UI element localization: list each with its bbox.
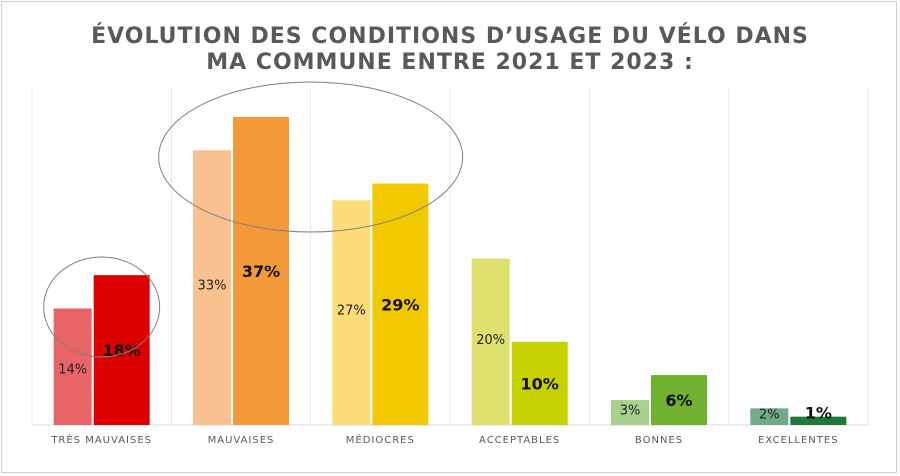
- data-label-2023: 1%: [805, 404, 832, 423]
- category-label: ACCEPTABLES: [479, 435, 560, 446]
- category-label: MAUVAISES: [208, 435, 275, 446]
- data-label-2021: 20%: [476, 333, 505, 348]
- bar-2023: [651, 375, 707, 425]
- chart-title-line-2: MA COMMUNE ENTRE 2021 ET 2023 :: [206, 50, 694, 75]
- bar-2023: [511, 341, 568, 425]
- chart-title-line-1: ÉVOLUTION DES CONDITIONS D’USAGE DU VÉLO…: [91, 24, 809, 49]
- data-label-2021: 27%: [337, 304, 366, 319]
- bar-2021: [471, 258, 510, 425]
- category-label: TRÈS MAUVAISES: [50, 433, 152, 446]
- highlight-ellipse: [158, 81, 464, 233]
- bar-2021: [193, 150, 231, 425]
- bar-2023: [233, 117, 289, 425]
- data-label-2021: 3%: [620, 404, 641, 419]
- highlight-ellipse: [43, 256, 161, 358]
- category-label: MÉDIOCRES: [346, 433, 415, 446]
- data-label-2021: 33%: [198, 279, 227, 294]
- bar-2023: [93, 275, 150, 425]
- data-label-2023: 6%: [665, 391, 692, 410]
- data-label-2021: 2%: [759, 408, 780, 423]
- chart-title: ÉVOLUTION DES CONDITIONS D’USAGE DU VÉLO…: [0, 24, 900, 76]
- category-label: EXCELLENTES: [758, 435, 838, 446]
- category-label: BONNES: [635, 435, 683, 446]
- data-label-2021: 14%: [58, 363, 87, 378]
- bar-2023: [790, 416, 847, 425]
- data-label-2023: 29%: [381, 295, 419, 314]
- data-label-2023: 37%: [242, 262, 280, 281]
- bar-2021: [750, 408, 789, 425]
- bar-2021: [332, 200, 371, 425]
- bar-2021: [611, 400, 649, 425]
- data-label-2023: 18%: [103, 341, 141, 360]
- data-label-2023: 10%: [521, 374, 559, 393]
- bar-2021: [53, 308, 92, 425]
